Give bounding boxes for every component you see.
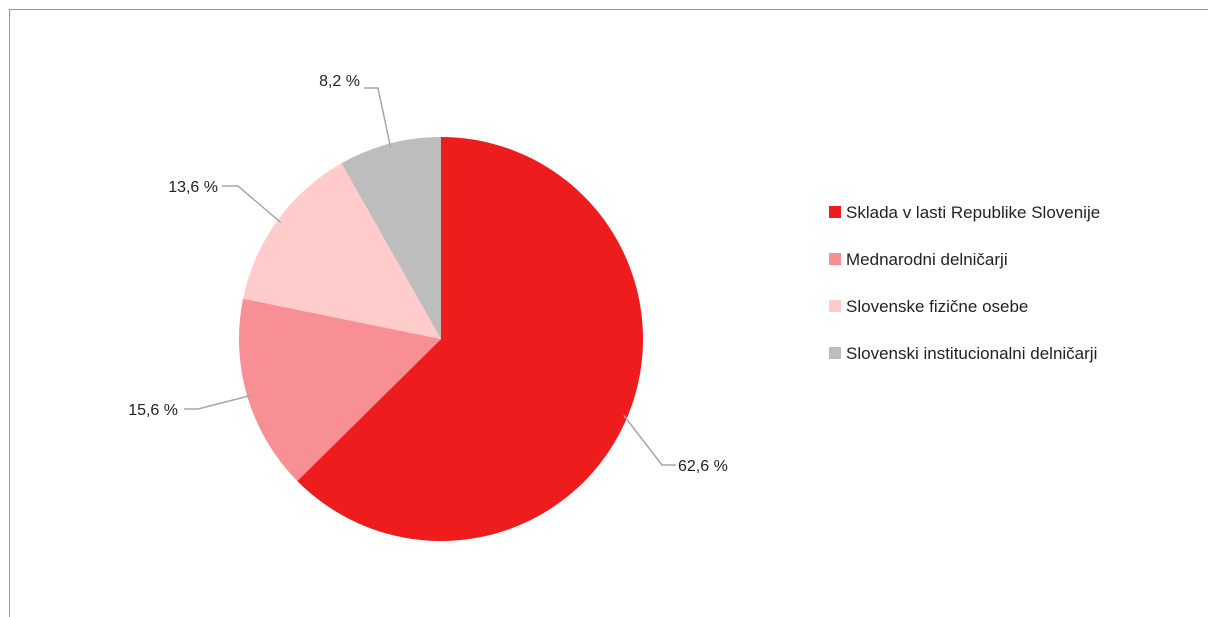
legend-swatch xyxy=(829,206,841,218)
pie-slice xyxy=(239,298,441,481)
pie-slice xyxy=(243,163,441,339)
leader-line xyxy=(222,185,282,224)
data-label: 62,6 % xyxy=(678,458,728,475)
legend-swatch xyxy=(829,300,841,312)
leader-line xyxy=(184,394,252,410)
leader-line xyxy=(364,87,392,148)
data-label: 13,6 % xyxy=(168,179,218,196)
leader-lines xyxy=(184,87,676,466)
legend-label: Slovenski institucionalni delničarji xyxy=(846,344,1097,363)
pie-slices xyxy=(239,137,643,542)
legend-label: Sklada v lasti Republike Slovenije xyxy=(846,203,1100,222)
legend-swatch xyxy=(829,253,841,265)
data-labels: 62,6 % 15,6 % 13,6 % 8,2 % xyxy=(128,73,728,475)
legend: Sklada v lasti Republike Slovenije Mednar… xyxy=(829,203,1100,363)
pie-slice xyxy=(297,137,643,542)
data-label: 8,2 % xyxy=(319,73,360,90)
chart-frame xyxy=(9,9,1208,617)
legend-label: Mednarodni delničarji xyxy=(846,250,1008,269)
legend-swatch xyxy=(829,347,841,359)
data-label: 15,6 % xyxy=(128,402,178,419)
pie-slice xyxy=(341,137,441,339)
legend-label: Slovenske fizične osebe xyxy=(846,297,1028,316)
leader-line xyxy=(623,414,676,466)
